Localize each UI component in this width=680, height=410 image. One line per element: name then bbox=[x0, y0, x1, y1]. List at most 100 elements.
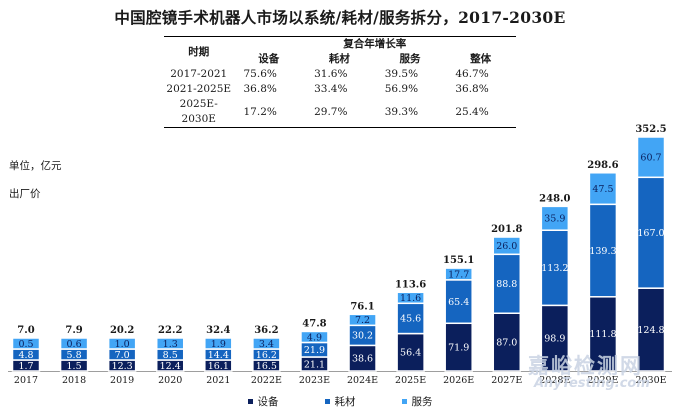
cagr-table: 时期 复合年增长率 设备 耗材 服务 整体 2017-2021 75.6% 31… bbox=[164, 36, 516, 128]
x-tick-label: 2021 bbox=[206, 375, 230, 386]
cagr-cell: 56.9% bbox=[384, 83, 419, 95]
x-tick-label: 2022E bbox=[251, 375, 282, 386]
data-label: 3.4 bbox=[259, 339, 274, 350]
cagr-row: 2017-2021 75.6% 31.6% 39.5% 46.7% bbox=[164, 67, 516, 82]
total-label: 352.5 bbox=[635, 124, 666, 135]
chart-title: 中国腔镜手术机器人市场以系统/耗材/服务拆分，2017-2030E bbox=[114, 8, 566, 27]
unit-label: 单位，亿元 bbox=[9, 160, 62, 172]
total-label: 201.8 bbox=[491, 224, 522, 235]
x-tick-label: 2026E bbox=[443, 375, 474, 386]
legend-item-services: 服务 bbox=[401, 394, 433, 409]
bar-segment bbox=[492, 236, 522, 256]
data-label: 1.9 bbox=[211, 339, 226, 350]
data-label: 12.3 bbox=[112, 361, 133, 372]
x-tick-label: 2024E bbox=[347, 375, 378, 386]
cagr-group-header: 复合年增长率 bbox=[233, 36, 516, 52]
bar-segment bbox=[588, 296, 618, 372]
bar-segment bbox=[252, 337, 281, 350]
bar-segment bbox=[444, 322, 473, 372]
cagr-period: 2017-2021 bbox=[170, 68, 228, 80]
legend-item-equipment: 设备 bbox=[247, 394, 279, 409]
data-label: 4.9 bbox=[307, 332, 322, 343]
data-label: 98.9 bbox=[544, 333, 565, 344]
legend-swatch-equipment bbox=[247, 399, 253, 404]
legend-swatch-consumables bbox=[324, 399, 330, 404]
total-label: 7.0 bbox=[17, 325, 34, 336]
data-label: 47.5 bbox=[592, 184, 613, 195]
data-label: 30.2 bbox=[352, 331, 373, 342]
data-label: 0.6 bbox=[67, 339, 82, 350]
data-label: 167.0 bbox=[637, 228, 664, 239]
bar-segment bbox=[348, 344, 377, 372]
x-tick-label: 2023E bbox=[299, 375, 330, 386]
total-label: 47.8 bbox=[302, 318, 326, 329]
total-label: 298.6 bbox=[587, 160, 618, 171]
data-label: 26.0 bbox=[496, 241, 517, 252]
total-label: 155.1 bbox=[443, 255, 474, 266]
cagr-cell: 17.2% bbox=[233, 97, 305, 128]
cagr-col-header: 设备 bbox=[258, 53, 280, 65]
data-label: 12.4 bbox=[160, 361, 181, 372]
cagr-cell: 39.3% bbox=[374, 97, 446, 128]
data-label: 1.5 bbox=[67, 361, 82, 372]
x-tick-label: 2017 bbox=[14, 375, 38, 386]
data-label: 87.0 bbox=[496, 337, 517, 348]
cagr-col-header: 整体 bbox=[470, 53, 492, 65]
data-label: 0.5 bbox=[18, 339, 33, 350]
cagr-period: 2025E-2030E bbox=[164, 97, 234, 128]
cagr-cell: 25.4% bbox=[445, 97, 516, 128]
cagr-cell: 36.8% bbox=[455, 83, 489, 95]
bar-segment bbox=[444, 267, 473, 281]
data-label: 17.7 bbox=[448, 269, 469, 280]
data-label: 38.6 bbox=[352, 353, 373, 364]
total-label: 113.6 bbox=[395, 279, 426, 290]
bar-segment bbox=[11, 337, 41, 350]
stacked-bar-chart: 1.74.80.57.020171.55.80.67.9201812.37.01… bbox=[8, 124, 672, 386]
bar-segment bbox=[396, 291, 425, 305]
data-label: 7.0 bbox=[115, 350, 130, 361]
cagr-cell: 75.6% bbox=[243, 68, 277, 80]
data-label: 113.2 bbox=[541, 263, 568, 274]
total-label: 7.9 bbox=[65, 325, 82, 336]
total-label: 36.2 bbox=[254, 325, 278, 336]
cagr-cell: 46.7% bbox=[455, 68, 489, 80]
cagr-cell: 29.7% bbox=[304, 97, 375, 128]
data-label: 111.8 bbox=[589, 329, 616, 340]
data-label: 88.8 bbox=[496, 279, 517, 290]
bar-segment bbox=[540, 304, 570, 372]
data-label: 4.8 bbox=[18, 350, 33, 361]
data-label: 21.9 bbox=[304, 345, 325, 356]
bar-segment bbox=[444, 279, 473, 325]
data-label: 21.1 bbox=[304, 359, 325, 370]
bar-segment bbox=[588, 203, 618, 298]
total-label: 248.0 bbox=[539, 193, 570, 204]
legend-label: 设备 bbox=[257, 396, 279, 408]
data-label: 1.7 bbox=[18, 361, 33, 372]
data-label: 124.8 bbox=[637, 325, 664, 336]
data-label: 45.6 bbox=[400, 314, 421, 325]
x-tick-label: 2025E bbox=[395, 375, 426, 386]
cagr-col-header: 耗材 bbox=[328, 53, 350, 65]
data-label: 1.0 bbox=[115, 339, 130, 350]
bar-segment bbox=[348, 313, 377, 327]
bar-segment bbox=[492, 312, 522, 372]
bar-segment bbox=[540, 229, 570, 307]
cagr-cell: 33.4% bbox=[314, 83, 348, 95]
total-label: 20.2 bbox=[110, 325, 134, 336]
bar-segment bbox=[588, 172, 618, 206]
bar-segment bbox=[300, 330, 329, 344]
total-label: 76.1 bbox=[350, 301, 374, 312]
data-label: 139.3 bbox=[589, 246, 616, 257]
bar-segment bbox=[636, 136, 666, 179]
price-basis-label: 出厂价 bbox=[9, 188, 41, 200]
data-label: 35.9 bbox=[544, 214, 565, 225]
x-tick-label: 2020 bbox=[158, 375, 182, 386]
data-label: 60.7 bbox=[640, 152, 661, 163]
x-tick-label: 2027E bbox=[491, 375, 522, 386]
data-label: 56.4 bbox=[400, 348, 421, 359]
data-label: 14.4 bbox=[208, 350, 229, 361]
legend-label: 耗材 bbox=[334, 396, 356, 408]
chart-legend: 设备 耗材 服务 bbox=[0, 394, 680, 409]
cagr-row: 2021-2025E 36.8% 33.4% 56.9% 36.8% bbox=[164, 82, 516, 97]
cagr-cell: 39.5% bbox=[384, 68, 419, 80]
